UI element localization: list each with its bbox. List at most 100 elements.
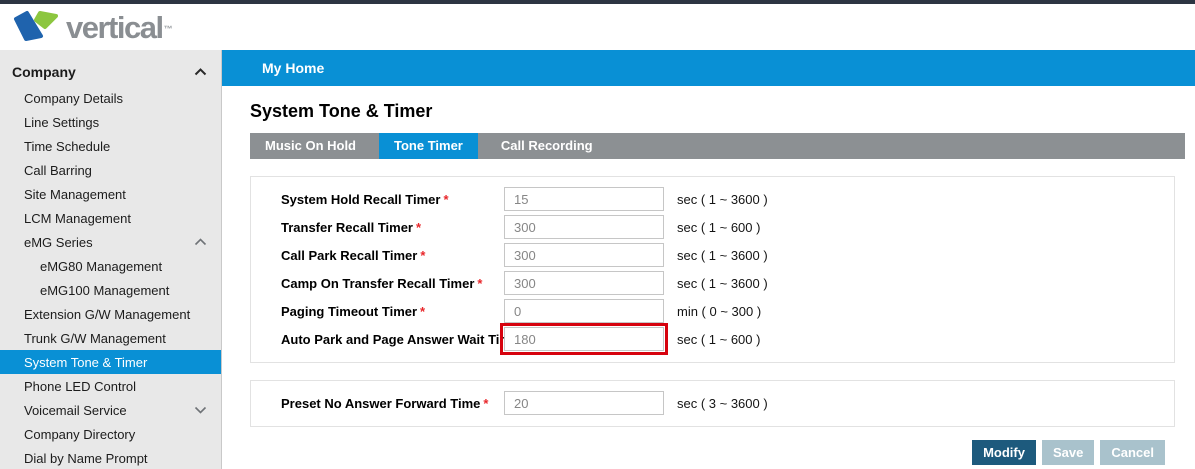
sidebar-item-label: Company Directory — [24, 426, 136, 442]
required-asterisk: * — [483, 395, 489, 411]
sidebar-item-system-tone-timer[interactable]: System Tone & Timer — [0, 350, 221, 374]
sidebar-item-line-settings[interactable]: Line Settings — [0, 110, 221, 134]
vertical-logo-icon — [12, 8, 62, 47]
sidebar-group-company[interactable]: Company — [0, 58, 221, 86]
sidebar-item-phone-led-control[interactable]: Phone LED Control — [0, 374, 221, 398]
sidebar-item-emg80-management[interactable]: eMG80 Management — [0, 254, 221, 278]
row-transfer-recall-timer: Transfer Recall Timer* sec ( 1 ~ 600 ) — [251, 213, 1174, 241]
field-label: Paging Timeout Timer * — [251, 304, 504, 319]
sidebar-item-label: Trunk G/W Management — [24, 330, 166, 346]
sidebar-item-site-management[interactable]: Site Management — [0, 182, 221, 206]
field-label-text: Paging Timeout Timer — [281, 303, 418, 319]
timer-input[interactable] — [504, 271, 664, 295]
required-asterisk: * — [477, 275, 483, 291]
sidebar-item-extension-gw-management[interactable]: Extension G/W Management — [0, 302, 221, 326]
row-paging-timeout-timer: Paging Timeout Timer* min ( 0 ~ 300 ) — [251, 297, 1174, 325]
field-label-text: Call Park Recall Timer — [281, 247, 418, 263]
brand-name: vertical — [66, 9, 164, 45]
sidebar-item-label: Line Settings — [24, 114, 100, 130]
unit-range-text: sec ( 1 ~ 600 ) — [677, 331, 761, 347]
breadcrumb-bar: My Home — [222, 50, 1195, 86]
row-preset-no-answer-forward-time: Preset No Answer Forward Time* sec ( 3 ~… — [251, 389, 1174, 417]
action-button-bar: Modify Save Cancel — [250, 440, 1185, 465]
chevron-icon[interactable] — [194, 238, 207, 246]
save-button[interactable]: Save — [1041, 440, 1095, 465]
content-area: My Home System Tone & Timer Music On Hol… — [222, 50, 1195, 469]
unit-range-text: sec ( 1 ~ 3600 ) — [677, 191, 768, 207]
row-camp-on-transfer-recall-timer: Camp On Transfer Recall Timer* sec ( 1 ~… — [251, 269, 1174, 297]
field-label: Transfer Recall Timer * — [251, 220, 504, 235]
sidebar-item-dial-by-name-prompt[interactable]: Dial by Name Prompt — [0, 446, 221, 469]
field-label: Camp On Transfer Recall Timer * — [251, 276, 504, 291]
timer-input[interactable] — [504, 215, 664, 239]
timer-input[interactable] — [504, 187, 664, 211]
field-label: Auto Park and Page Answer Wait Timer* — [251, 332, 531, 347]
top-accent-strip — [0, 0, 1195, 4]
sidebar-item-label: Phone LED Control — [24, 378, 137, 394]
chevron-icon[interactable] — [194, 68, 207, 76]
sidebar-item-label: LCM Management — [24, 210, 131, 226]
sidebar-item-trunk-gw-management[interactable]: Trunk G/W Management — [0, 326, 221, 350]
sidebar-item-label: eMG Series — [24, 234, 93, 250]
timer-input[interactable] — [500, 323, 668, 355]
sidebar-item-label: Company Details — [24, 90, 123, 106]
page-body: System Tone & Timer Music On Hold Tone Ti… — [222, 86, 1195, 465]
row-auto-park-page-answer-wait-timer: Auto Park and Page Answer Wait Timer* se… — [251, 323, 1174, 355]
sidebar-item-voicemail-service[interactable]: Voicemail Service — [0, 398, 221, 422]
sidebar-item-label: Voicemail Service — [24, 402, 127, 418]
sidebar-item-label: Extension G/W Management — [24, 306, 191, 322]
breadcrumb: My Home — [262, 60, 325, 76]
tab-call-recording[interactable]: Call Recording — [500, 138, 593, 153]
sidebar-item-label: Dial by Name Prompt — [24, 450, 148, 466]
timer-input[interactable] — [504, 391, 664, 415]
field-label: System Hold Recall Timer * — [251, 192, 504, 207]
required-asterisk: * — [416, 219, 422, 235]
unit-range-text: sec ( 1 ~ 600 ) — [677, 219, 761, 235]
sidebar-nav: Company Company Details Line Settings Ti… — [0, 50, 222, 469]
cancel-button[interactable]: Cancel — [1100, 440, 1165, 465]
sidebar-item-emg100-management[interactable]: eMG100 Management — [0, 278, 221, 302]
required-asterisk: * — [420, 303, 426, 319]
field-label-text: System Hold Recall Timer — [281, 191, 441, 207]
required-asterisk: * — [443, 191, 449, 207]
sidebar-item-label: Time Schedule — [24, 138, 111, 154]
field-label-text: Transfer Recall Timer — [281, 219, 413, 235]
chevron-icon[interactable] — [194, 406, 207, 414]
sidebar-item-label: Call Barring — [24, 162, 92, 178]
sidebar-item-time-schedule[interactable]: Time Schedule — [0, 134, 221, 158]
main-layout: Company Company Details Line Settings Ti… — [0, 50, 1195, 469]
field-label-text: Auto Park and Page Answer Wait Timer — [281, 331, 524, 347]
sidebar-item-emg-series[interactable]: eMG Series — [0, 230, 221, 254]
preset-forward-panel: Preset No Answer Forward Time* sec ( 3 ~… — [250, 380, 1175, 427]
unit-range-text: sec ( 1 ~ 3600 ) — [677, 247, 768, 263]
tab-music-on-hold[interactable]: Music On Hold — [265, 138, 356, 153]
sidebar-item-label: Site Management — [24, 186, 126, 202]
sidebar-item-label: eMG100 Management — [40, 282, 170, 298]
row-system-hold-recall-timer: System Hold Recall Timer* sec ( 1 ~ 3600… — [251, 185, 1174, 213]
timer-settings-panel: System Hold Recall Timer* sec ( 1 ~ 3600… — [250, 176, 1175, 363]
sidebar-item-label: eMG80 Management — [40, 258, 163, 274]
field-label-text: Preset No Answer Forward Time — [281, 395, 481, 411]
page-title: System Tone & Timer — [250, 101, 433, 121]
row-call-park-recall-timer: Call Park Recall Timer* sec ( 1 ~ 3600 ) — [251, 241, 1174, 269]
required-asterisk: * — [420, 247, 426, 263]
sidebar-item-label: System Tone & Timer — [24, 354, 148, 370]
sidebar-item-lcm-management[interactable]: LCM Management — [0, 206, 221, 230]
sidebar-item-company-details[interactable]: Company Details — [0, 86, 221, 110]
logo-bar: vertical ™ — [0, 4, 1195, 50]
timer-input[interactable] — [504, 299, 664, 323]
field-label: Preset No Answer Forward Time * — [251, 396, 504, 411]
unit-range-text: min ( 0 ~ 300 ) — [677, 303, 762, 319]
tab-bar: Music On Hold Tone Timer Call Recording — [250, 133, 1185, 159]
field-label-text: Camp On Transfer Recall Timer — [281, 275, 475, 291]
unit-range-text: sec ( 3 ~ 3600 ) — [677, 395, 768, 411]
tab-tone-timer[interactable]: Tone Timer — [379, 133, 478, 159]
trademark-symbol: ™ — [163, 24, 173, 34]
modify-button[interactable]: Modify — [972, 440, 1036, 465]
sidebar-item-label: Company — [12, 64, 76, 80]
unit-range-text: sec ( 1 ~ 3600 ) — [677, 275, 768, 291]
sidebar-item-company-directory[interactable]: Company Directory — [0, 422, 221, 446]
sidebar-item-call-barring[interactable]: Call Barring — [0, 158, 221, 182]
timer-input[interactable] — [504, 243, 664, 267]
field-label: Call Park Recall Timer * — [251, 248, 504, 263]
